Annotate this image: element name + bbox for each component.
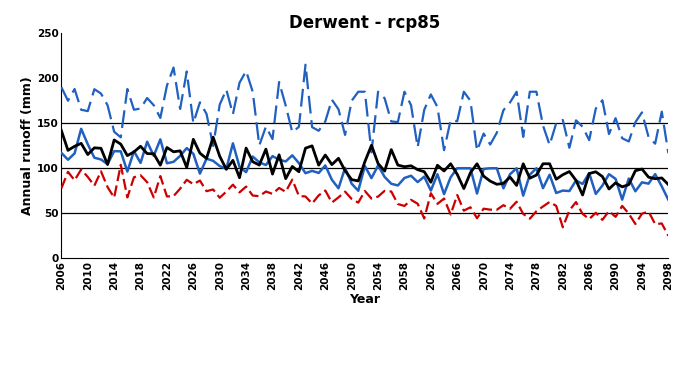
Title: Derwent - rcp85: Derwent - rcp85: [289, 14, 441, 32]
Y-axis label: Annual runoff (mm): Annual runoff (mm): [21, 76, 34, 215]
X-axis label: Year: Year: [349, 293, 381, 306]
